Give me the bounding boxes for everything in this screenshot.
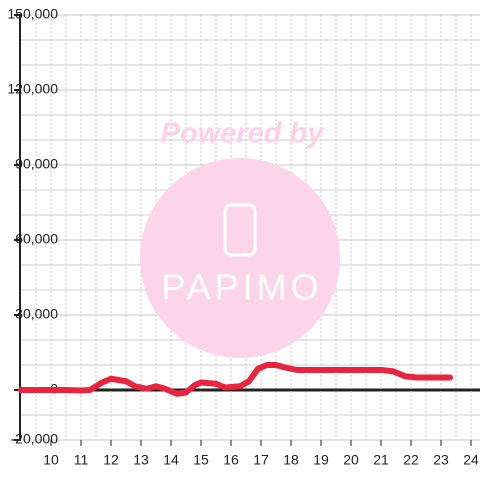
y-tick-label: 60,000 [15,231,58,247]
x-tick-label: 11 [74,452,89,468]
y-tick-label: 120,000 [7,81,58,97]
x-tick-label: 24 [463,452,479,468]
y-tick-label: 90,000 [15,156,58,172]
x-tick-label: 16 [223,452,239,468]
watermark-caption: Powered by [161,118,326,150]
x-tick-label: 17 [253,452,269,468]
watermark-circle [140,158,340,358]
x-tick-label: 10 [43,452,59,468]
x-tick-label: 18 [283,452,299,468]
x-tick-label: 15 [193,452,209,468]
x-tick-label: 19 [313,452,329,468]
x-tick-label: 14 [163,452,179,468]
y-tick-label: 30,000 [15,306,58,322]
y-tick-label: -20,000 [11,431,59,447]
x-tick-label: 21 [373,452,389,468]
x-tick-label: 12 [103,452,119,468]
x-tick-label: 22 [403,452,419,468]
watermark-icon [223,203,257,257]
line-series [18,362,453,397]
y-tick-label: 150,000 [7,6,58,22]
x-tick-label: 23 [433,452,449,468]
x-tick-label: 13 [133,452,149,468]
watermark-logo: PAPIMO [161,267,322,308]
x-tick-label: 20 [343,452,359,468]
